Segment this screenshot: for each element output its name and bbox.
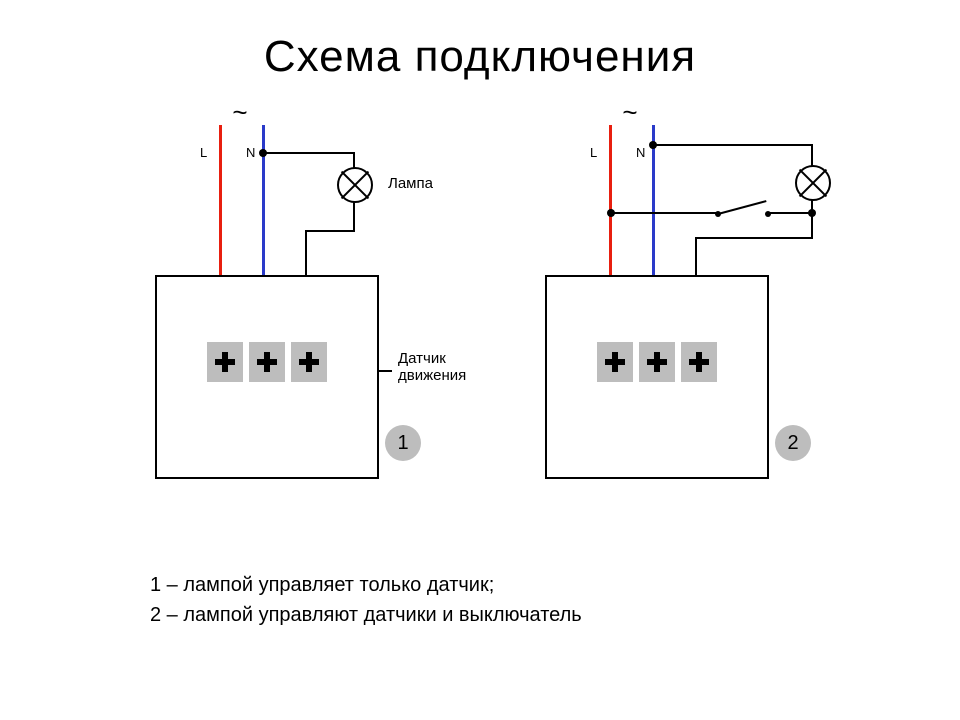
wire-lamp-top-h [263, 152, 355, 154]
wire-out-v1 [811, 213, 813, 238]
wire-out-h [695, 237, 813, 239]
terminal [291, 342, 327, 382]
terminal-block [207, 342, 327, 382]
wire-sw-left-h [610, 212, 718, 214]
label-N: N [636, 145, 645, 160]
motion-sensor-box [155, 275, 379, 479]
label-N: N [246, 145, 255, 160]
ac-symbol: ~ [622, 97, 637, 128]
ac-symbol: ~ [232, 97, 247, 128]
wire-sw-right-h [768, 212, 812, 214]
label-L: L [590, 145, 597, 160]
wire-lamp-bot-v [353, 201, 355, 231]
terminal [681, 342, 717, 382]
schema-number-badge: 2 [775, 425, 811, 461]
terminal [207, 342, 243, 382]
legend: 1 – лампой управляет только датчик; 2 – … [150, 570, 582, 630]
schema-number-badge: 1 [385, 425, 421, 461]
node-dot [607, 209, 615, 217]
schema-1: ~ L N Лампа Датчик движения 1 [130, 105, 480, 485]
legend-line-1: 1 – лампой управляет только датчик; [150, 570, 582, 600]
page-title: Схема подключения [0, 32, 960, 82]
lamp-icon [795, 165, 831, 201]
terminal-block [597, 342, 717, 382]
label-lamp: Лампа [388, 175, 433, 192]
wire-lamp-top-v [811, 144, 813, 166]
label-sensor: Датчик движения [398, 350, 466, 384]
wire-top-h [653, 144, 813, 146]
switch-icon [718, 201, 768, 219]
legend-line-2: 2 – лампой управляют датчики и выключате… [150, 600, 582, 630]
terminal [597, 342, 633, 382]
diagram-area: ~ L N Лампа Датчик движения 1 [0, 105, 960, 535]
motion-sensor-box [545, 275, 769, 479]
terminal [249, 342, 285, 382]
label-L: L [200, 145, 207, 160]
lamp-icon [337, 167, 373, 203]
wire-lamp-bot-h [305, 230, 355, 232]
schema-2: ~ L N [520, 105, 870, 485]
terminal [639, 342, 675, 382]
wire-lamp-top-v [353, 152, 355, 168]
